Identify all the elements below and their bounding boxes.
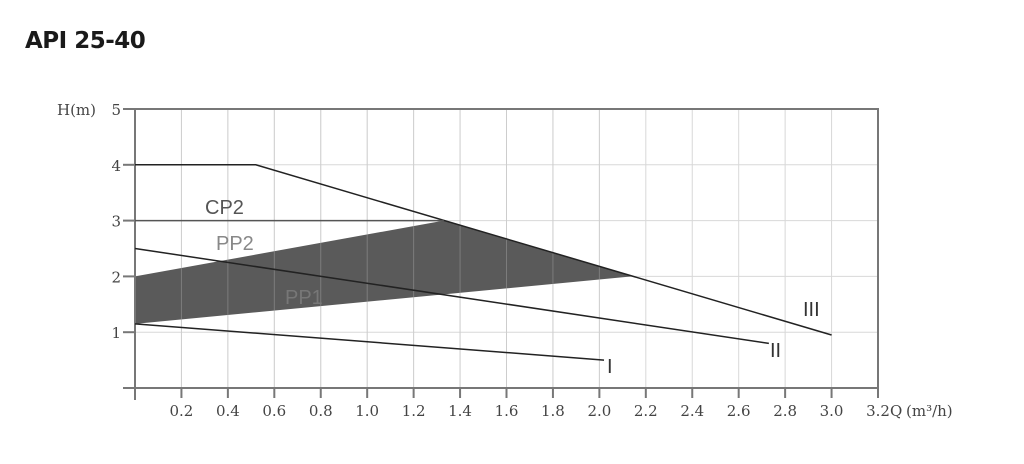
x-tick-label: 3.2 <box>866 402 890 420</box>
x-tick-label: 1.0 <box>355 402 379 420</box>
y-tick-label: 1 <box>111 324 121 342</box>
chart-title: API 25-40 <box>25 28 146 54</box>
curve-iii <box>135 164 832 336</box>
x-tick-label: 2.8 <box>773 402 797 420</box>
x-axis-unit: (m³/h) <box>906 402 953 420</box>
y-tick-label: 4 <box>111 157 121 175</box>
x-tick-label: 1.6 <box>495 402 519 420</box>
x-tick-label: 0.8 <box>309 402 333 420</box>
curve-i <box>134 323 605 361</box>
x-tick-label: 3.0 <box>820 402 844 420</box>
label-ii: II <box>770 340 781 362</box>
x-tick-label: 2.0 <box>587 402 611 420</box>
x-tick-label: 0.6 <box>262 402 286 420</box>
x-tick-label: 0.2 <box>170 402 194 420</box>
label-iii: III <box>803 299 820 321</box>
x-tick-label: 1.2 <box>402 402 426 420</box>
curve-ii <box>134 247 769 345</box>
x-tick-label: 0.4 <box>216 402 240 420</box>
x-tick-label: 2.2 <box>634 402 658 420</box>
x-tick-label: 2.6 <box>727 402 751 420</box>
y-axis-label: H(m) <box>57 101 96 119</box>
y-tick-label: 5 <box>111 101 121 119</box>
label-pp1: PP1 <box>285 287 323 309</box>
x-tick-label: 2.4 <box>680 402 704 420</box>
x-axis-label: Q <box>890 402 902 420</box>
x-tick-label: 1.8 <box>541 402 565 420</box>
label-pp2: PP2 <box>216 233 254 255</box>
x-tick-label: 1.4 <box>448 402 472 420</box>
label-i: I <box>607 356 613 378</box>
label-cp2: CP2 <box>205 197 244 219</box>
shaded-region <box>135 220 632 324</box>
y-tick-label: 2 <box>111 268 121 286</box>
y-tick-label: 3 <box>111 213 121 231</box>
